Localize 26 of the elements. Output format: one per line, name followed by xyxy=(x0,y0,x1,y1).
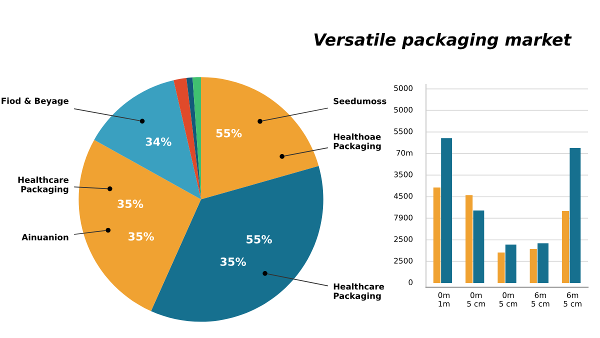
pie-slice xyxy=(94,80,201,200)
bar xyxy=(473,210,484,283)
text: Healthoae Packaging xyxy=(334,133,381,151)
bar xyxy=(441,138,452,283)
text: 35% xyxy=(128,232,154,241)
text: 35% xyxy=(118,200,144,208)
slice-label: Ainuanion xyxy=(22,234,68,240)
bar xyxy=(466,195,473,283)
bar xyxy=(433,187,440,283)
text: 55% xyxy=(216,128,242,138)
bar xyxy=(498,252,505,283)
bar xyxy=(530,249,537,283)
chart-title: Versatile packaging market xyxy=(314,32,572,50)
pie-slice xyxy=(174,78,201,200)
bar xyxy=(562,210,570,283)
pie-slice xyxy=(186,77,201,200)
text: 34% xyxy=(146,138,172,146)
slice-label: Seedumoss xyxy=(334,98,386,104)
slice-label: Healthcare Packaging xyxy=(334,283,384,301)
text: 35% xyxy=(220,258,246,266)
bar xyxy=(505,244,516,283)
bar xyxy=(570,148,581,283)
bar xyxy=(538,243,548,283)
text: 55% xyxy=(246,235,272,244)
text: Healthcare Packaging xyxy=(18,176,68,194)
slice-label: Fiod & Beyage xyxy=(2,98,68,106)
